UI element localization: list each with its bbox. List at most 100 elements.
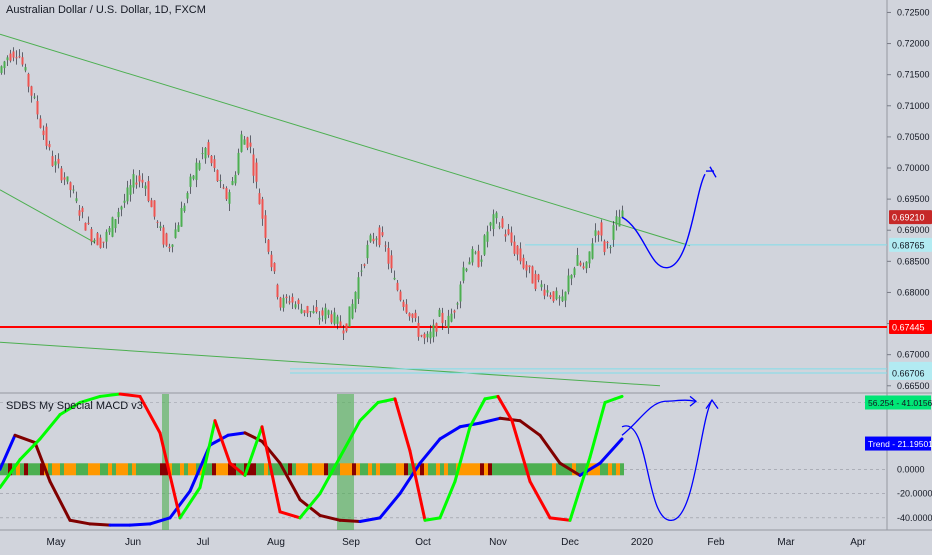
candle-body [135,182,138,185]
histogram-bar [296,463,300,476]
price-label: 0.69210 [892,213,925,223]
macd-slow-line-segment [48,479,72,522]
candle-body [126,187,129,202]
candle-body [360,270,363,272]
histogram-bar [48,463,52,476]
candle-body [447,315,450,328]
histogram-bar [92,463,96,476]
macd-fast-line-segment [483,394,500,401]
candle-body [96,233,99,246]
histogram-bar [596,463,600,476]
candle-body [195,162,198,180]
histogram-bar [452,463,456,476]
candle-body [99,237,102,248]
candle-body [42,130,45,136]
macd-slow-line-segment [538,433,562,465]
signal-badge-bg [865,395,931,410]
histogram-bar [348,463,352,476]
candle-body [222,187,225,189]
macd-slow-line-segment [148,516,172,526]
candle-body [279,297,282,308]
candle-body [60,168,63,181]
price-label-bg [889,365,932,380]
candle-body [141,179,144,183]
histogram-bar [180,463,184,476]
macd-slow-line-segment [68,518,92,526]
candle-body [465,268,468,271]
macd-slow-line-segment [128,522,152,527]
histogram-bar [84,463,88,476]
macd-fast-line-segment [0,458,22,489]
histogram-bar [252,463,256,476]
macd-slow-line-segment [226,431,247,437]
histogram-bar [164,463,168,476]
histogram-bar [380,463,384,476]
candle-body [258,193,261,205]
candle-body [171,244,174,247]
candle-body [309,311,312,313]
candle-body [201,153,204,155]
candle-body [183,205,186,211]
histogram-bar [24,463,28,476]
candle-body [501,218,504,228]
macd-fast-line-segment [318,455,342,496]
candle-body [396,282,399,291]
candle-body [573,268,576,275]
forecast-arrowhead [706,166,717,178]
candle-body [117,211,120,218]
histogram-bar [152,463,156,476]
histogram-bar [372,463,376,476]
y-tick-label: 0.68500 [897,256,930,266]
candle-body [6,57,9,61]
candle-body [63,177,66,180]
histogram-bar [144,463,148,476]
macd-fast-line [0,392,624,522]
candle-body [18,56,21,58]
candle-body [294,304,297,308]
candle-body [399,291,402,301]
histogram-bar [480,463,484,476]
histogram-bar [464,463,468,476]
candle-body [546,290,549,293]
macd-fast-line-segment [58,401,82,417]
trend-badge-bg [865,436,931,451]
candle-body [366,244,369,259]
candle-body [426,333,429,338]
candle-body [570,274,573,279]
histogram-bar [284,463,288,476]
histogram-bar [544,463,548,476]
candle-body [111,217,114,237]
forecast-curve [621,173,706,269]
histogram-bar [136,463,140,476]
price-label-bg [889,210,932,225]
histogram-bar [132,463,136,476]
histogram-bar [368,463,372,476]
candle-body [276,284,279,298]
macd-fast-line-segment [243,425,264,477]
candle-body [327,310,330,315]
candle-body [153,200,156,217]
candle-body [540,284,543,288]
candle-body [291,296,294,303]
candle-body [510,232,513,243]
trendline-line [0,189,96,244]
candle-body [147,181,150,201]
candle-body [564,291,567,301]
candle-body [84,222,87,231]
histogram-bar [592,463,596,476]
histogram-bar [492,463,496,476]
macd-fast-line-segment [588,401,607,459]
histogram-bar [400,463,404,476]
candle-body [543,289,546,296]
candle-body [225,188,228,200]
candle-body [615,216,618,225]
histogram-bar [604,463,608,476]
price-label: 0.68765 [892,240,925,250]
candle-body [315,306,318,312]
candle-body [621,210,624,218]
macd-fast-line-segment [260,425,282,514]
candle-body [477,250,480,268]
histogram-bar [256,463,260,476]
candle-body [177,225,180,232]
candle-body [189,176,192,187]
